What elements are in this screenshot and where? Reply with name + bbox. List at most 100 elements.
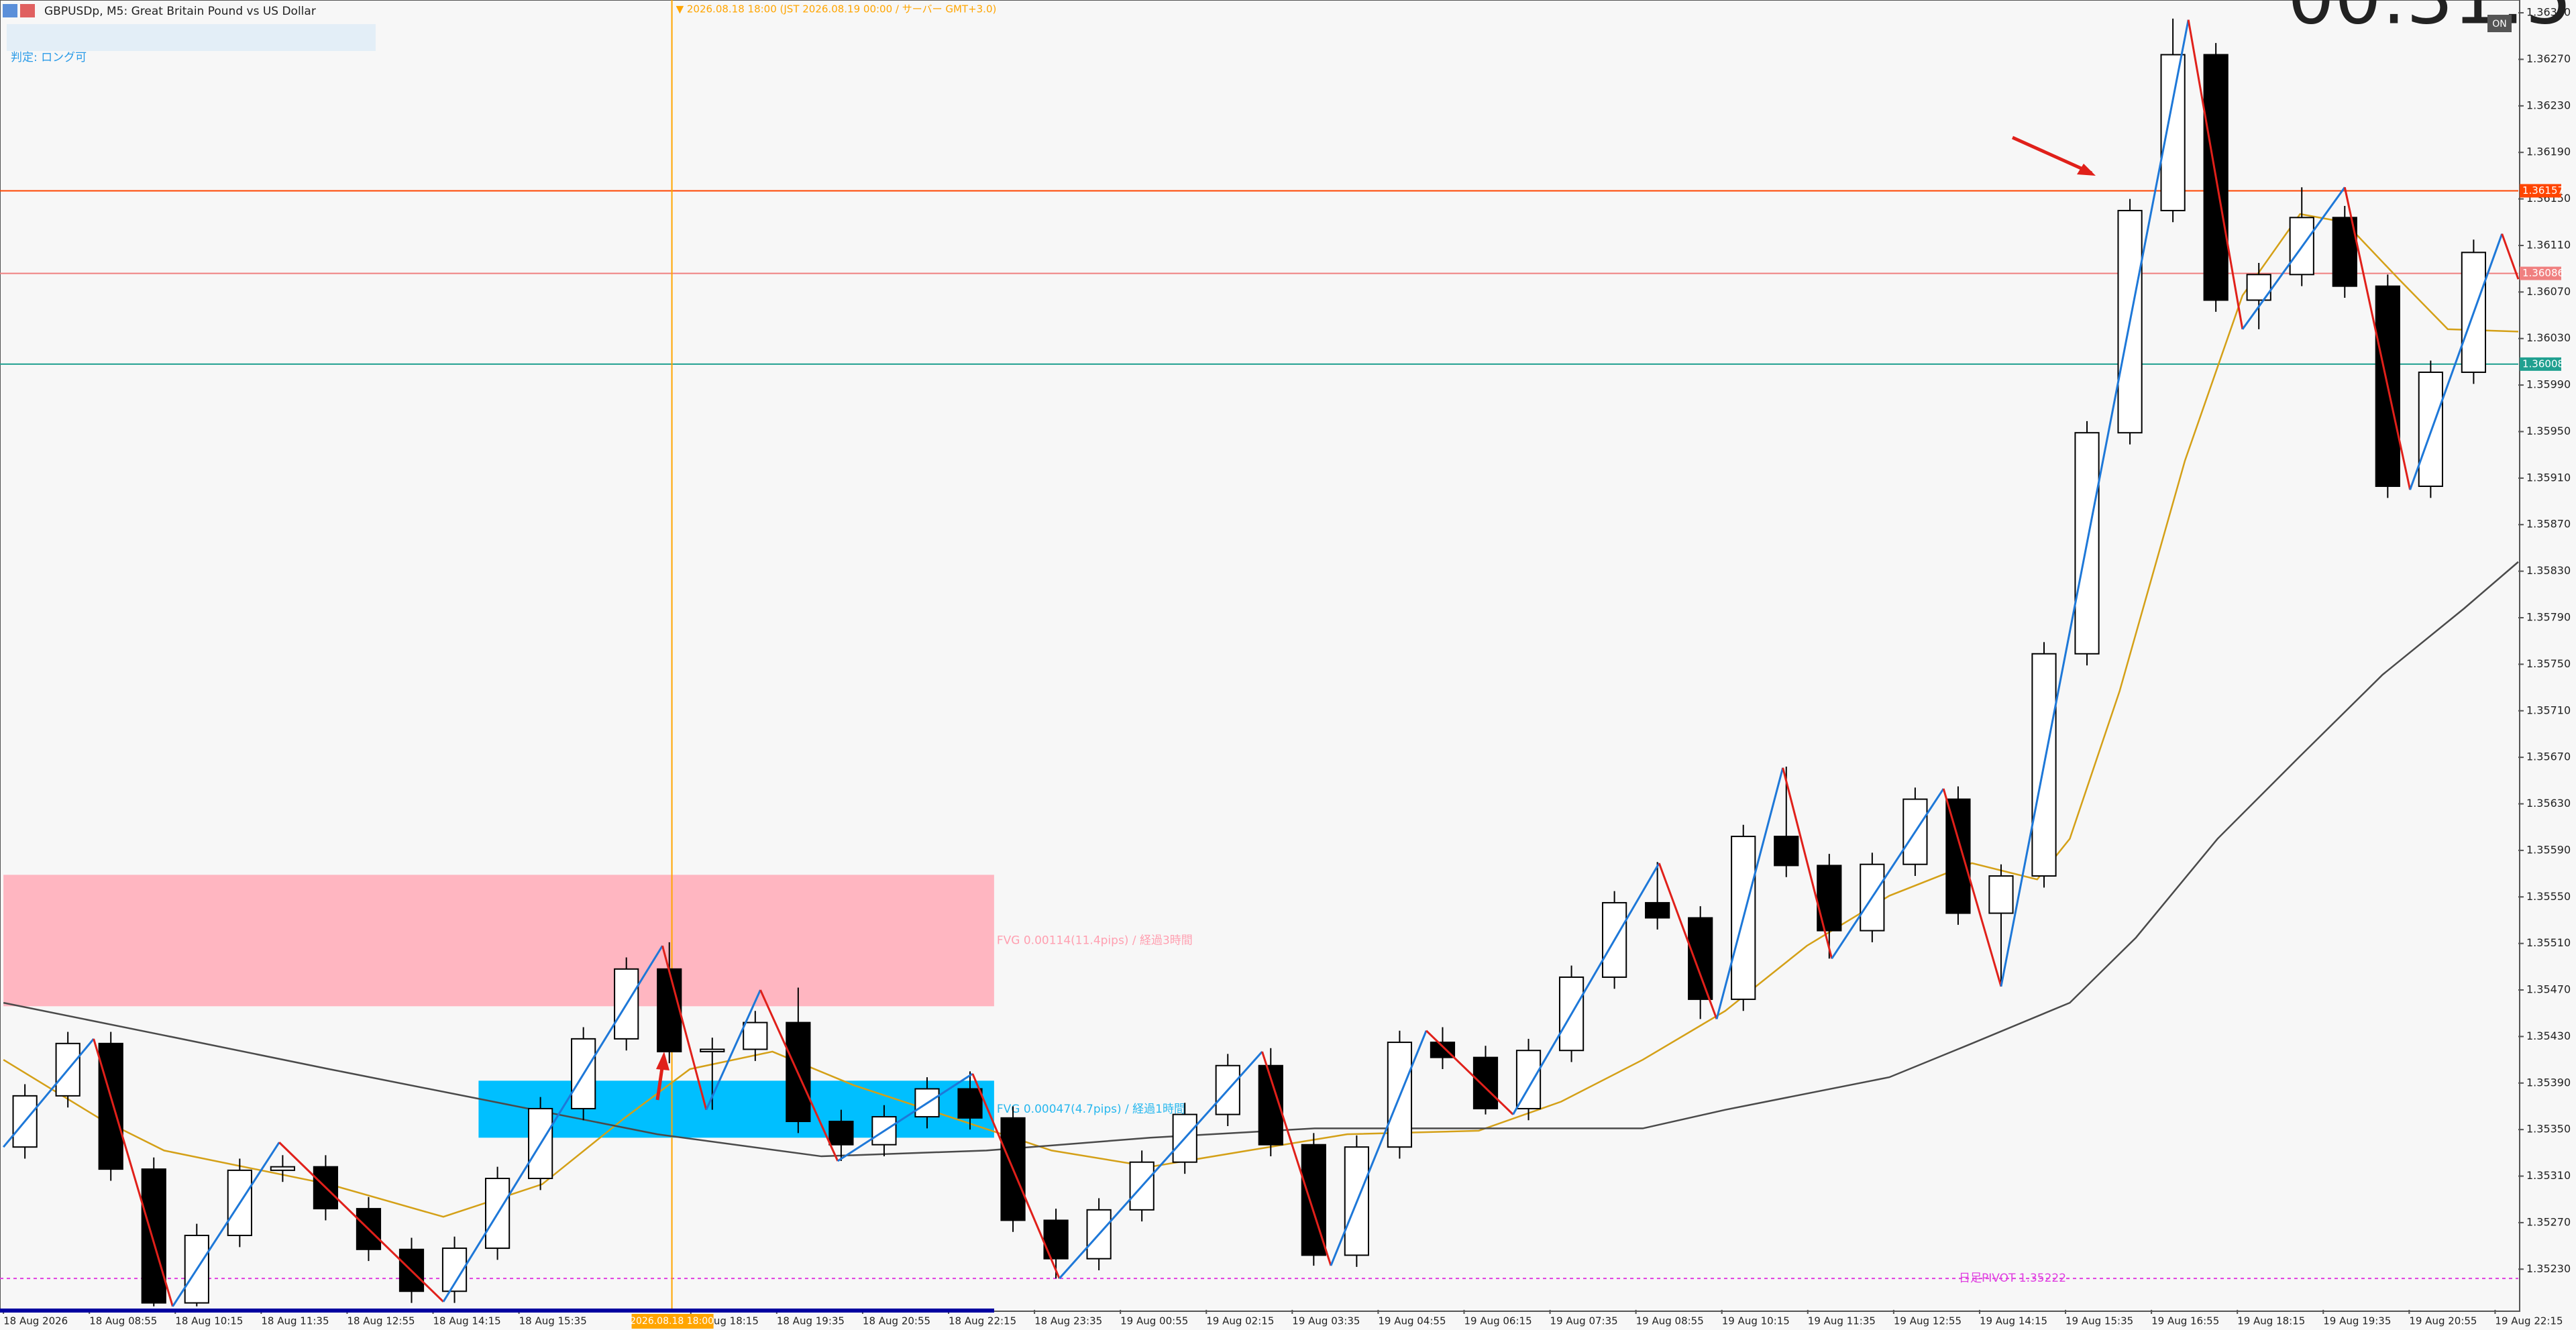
app-icon xyxy=(3,4,17,17)
zigzag-segment xyxy=(2,1038,95,1148)
x-tick-label: 19 Aug 02:15 xyxy=(1206,1315,1274,1327)
candle-body xyxy=(657,968,682,1052)
y-tick-label: 1.35590 xyxy=(2526,843,2571,856)
y-tick-label: 1.35630 xyxy=(2526,797,2571,810)
candle-body xyxy=(1558,976,1585,1052)
candle-body xyxy=(828,1121,854,1146)
on-button[interactable] xyxy=(2487,15,2512,32)
zigzag-segment xyxy=(1658,863,1718,1019)
x-tick-label: 18 Aug 11:35 xyxy=(261,1315,329,1327)
plot-frame xyxy=(0,0,2520,1312)
candle-body xyxy=(1515,1050,1542,1109)
y-tick-label: 1.36230 xyxy=(2526,99,2571,111)
range-bar xyxy=(0,1309,994,1313)
y-tick-label: 1.36070 xyxy=(2526,285,2571,298)
zigzag-segment xyxy=(1831,788,1945,960)
zigzag-segment xyxy=(705,989,761,1111)
y-tick-label: 1.35350 xyxy=(2526,1123,2571,1135)
price-tag-label: 1.36086 xyxy=(2522,267,2564,279)
x-tick-label: 19 Aug 16:55 xyxy=(2151,1315,2219,1327)
x-tick-label: 18 Aug 19:35 xyxy=(777,1315,845,1327)
app-icon xyxy=(20,4,35,17)
y-tick-label: 1.35270 xyxy=(2526,1215,2571,1228)
x-tick-label: 19 Aug 04:55 xyxy=(1378,1315,1446,1327)
x-tick-label: 18 Aug 12:55 xyxy=(347,1315,415,1327)
candle-body xyxy=(2375,285,2400,488)
y-tick-label: 1.35750 xyxy=(2526,657,2571,670)
x-tick-label: 19 Aug 20:55 xyxy=(2409,1315,2477,1327)
x-tick-label: 19 Aug 06:15 xyxy=(1464,1315,1532,1327)
zigzag-segment xyxy=(759,989,839,1162)
candle-body xyxy=(1774,836,1799,867)
fvg-label: FVG 0.00047(4.7pips) / 経過1時間 xyxy=(997,1103,1185,1116)
candle-body xyxy=(141,1168,166,1304)
price-tag xyxy=(2520,266,2561,280)
y-tick-label: 1.35830 xyxy=(2526,564,2571,577)
zigzag-segment xyxy=(1059,1050,1263,1280)
zigzag-segment xyxy=(661,945,708,1111)
zigzag-segment xyxy=(2000,19,2190,987)
x-tick-label: 19 Aug 00:55 xyxy=(1120,1315,1188,1327)
candle-body xyxy=(743,1021,768,1050)
zigzag-segment xyxy=(971,1073,1061,1279)
zigzag-segment xyxy=(1330,1030,1428,1266)
candle-body xyxy=(1988,875,2014,914)
candle-body xyxy=(1472,1056,1499,1109)
y-tick-label: 1.35990 xyxy=(2526,378,2571,391)
on-button-label[interactable]: ON xyxy=(2492,19,2507,30)
fvg-zone xyxy=(478,1080,994,1138)
x-tick-label: 19 Aug 14:15 xyxy=(1980,1315,2047,1327)
candle-body xyxy=(1945,798,1971,914)
candle-body xyxy=(1688,917,1713,1000)
zigzag-segment xyxy=(1512,863,1660,1115)
zigzag-segment xyxy=(2501,233,2520,280)
price-tag-label: 1.36008 xyxy=(2522,357,2564,370)
x-tick-label: 19 Aug 11:35 xyxy=(1808,1315,1876,1327)
x-tick-label: 19 Aug 22:15 xyxy=(2495,1315,2563,1327)
candle-body xyxy=(2418,372,2443,488)
moving-average xyxy=(3,213,2519,1218)
y-tick-label: 1.35230 xyxy=(2526,1262,2571,1275)
zigzag-segment xyxy=(1942,788,2002,987)
candle-body xyxy=(227,1169,252,1236)
y-tick-label: 1.36030 xyxy=(2526,331,2571,344)
zigzag-segment xyxy=(837,1072,973,1162)
time-axis-tag-label: 2026.08.18 18:00 xyxy=(630,1316,714,1327)
zigzag-segment xyxy=(2343,186,2412,490)
arrow-head xyxy=(2077,164,2096,176)
x-tick-label: 18 Aug 08:55 xyxy=(89,1315,157,1327)
x-tick-label: 19 Aug 15:35 xyxy=(2065,1315,2133,1327)
zigzag-segment xyxy=(442,945,663,1303)
status-label: 判定: ロング可 xyxy=(11,51,87,64)
y-tick-label: 1.35510 xyxy=(2526,936,2571,949)
zigzag-segment xyxy=(1715,767,1784,1019)
x-tick-label: 19 Aug 07:35 xyxy=(1550,1315,1618,1327)
zigzag-segment xyxy=(1261,1051,1332,1266)
time-line-label: ▼ 2026.08.18 18:00 (JST 2026.08.19 00:00… xyxy=(676,3,997,15)
zigzag-segment xyxy=(2241,186,2346,330)
time-axis-tag xyxy=(631,1314,714,1329)
x-tick-label: 19 Aug 08:55 xyxy=(1636,1315,1704,1327)
y-tick-label: 1.35710 xyxy=(2526,704,2571,716)
x-tick-label: 19 Aug 10:15 xyxy=(1722,1315,1790,1327)
y-tick-label: 1.36270 xyxy=(2526,52,2571,65)
price-tag-label: 1.36157 xyxy=(2522,184,2564,197)
y-tick-label: 1.35790 xyxy=(2526,610,2571,623)
candle-body xyxy=(1430,1042,1456,1058)
arrow-head xyxy=(656,1052,669,1070)
y-tick-label: 1.35310 xyxy=(2526,1169,2571,1182)
x-tick-label: 19 Aug 18:15 xyxy=(2237,1315,2305,1327)
arrow xyxy=(2011,135,2093,175)
zigzag-segment xyxy=(172,1142,280,1307)
candle-body xyxy=(98,1042,123,1170)
y-tick-label: 1.35670 xyxy=(2526,751,2571,763)
x-tick-label: 19 Aug 12:55 xyxy=(1894,1315,1962,1327)
x-tick-label: 18 Aug 10:15 xyxy=(175,1315,243,1327)
y-tick-label: 1.35950 xyxy=(2526,425,2571,437)
y-tick-label: 1.35470 xyxy=(2526,983,2571,996)
y-tick-label: 1.36310 xyxy=(2526,6,2571,19)
candle-body xyxy=(12,1095,38,1148)
